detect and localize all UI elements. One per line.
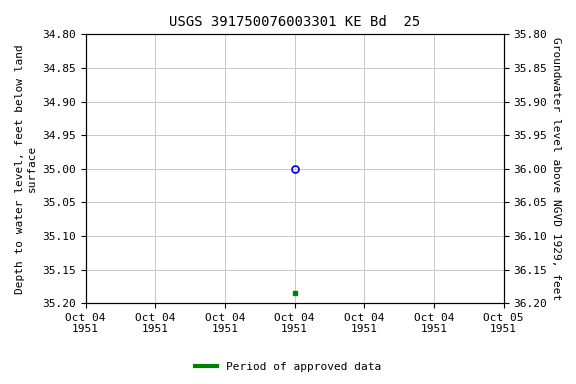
Legend: Period of approved data: Period of approved data [191, 358, 385, 377]
Title: USGS 391750076003301 KE Bd  25: USGS 391750076003301 KE Bd 25 [169, 15, 420, 29]
Y-axis label: Depth to water level, feet below land
surface: Depth to water level, feet below land su… [15, 44, 37, 294]
Y-axis label: Groundwater level above NGVD 1929, feet: Groundwater level above NGVD 1929, feet [551, 37, 561, 300]
